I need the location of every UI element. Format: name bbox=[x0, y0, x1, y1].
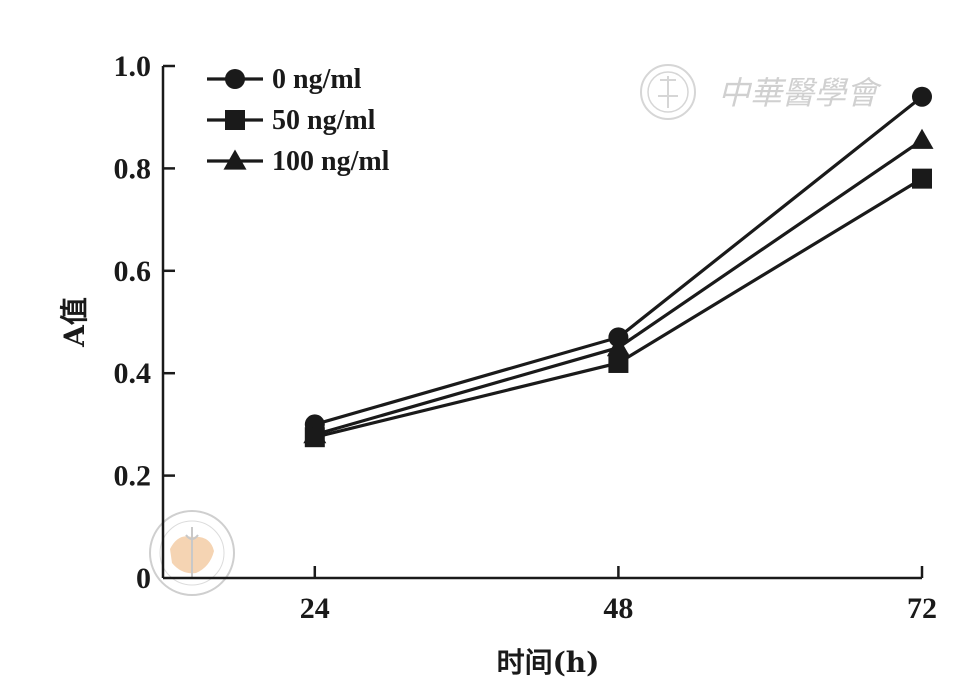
data-point bbox=[910, 128, 934, 149]
y-tick-label: 0.6 bbox=[114, 255, 152, 288]
watermark-top: 中華醫學會 bbox=[640, 64, 882, 120]
y-tick-label: 0.8 bbox=[114, 152, 152, 185]
legend-marker bbox=[223, 149, 247, 170]
x-tick-label: 72 bbox=[907, 592, 937, 625]
legend: 0 ng/ml 50 ng/ml 100 ng/ml bbox=[207, 64, 390, 177]
legend-label: 50 ng/ml bbox=[272, 105, 376, 136]
data-point bbox=[912, 86, 932, 107]
y-tick-label: 0.2 bbox=[114, 460, 152, 493]
legend-item: 50 ng/ml bbox=[207, 105, 376, 136]
legend-item: 0 ng/ml bbox=[207, 64, 362, 95]
x-ticks: 24 48 72 bbox=[300, 566, 937, 625]
y-tick-label: 0 bbox=[136, 562, 151, 595]
legend-marker bbox=[225, 110, 245, 130]
legend-marker bbox=[225, 69, 245, 89]
series-line bbox=[314, 95, 923, 426]
y-tick-label: 0.4 bbox=[114, 357, 152, 390]
y-ticks: 0 0.2 0.4 0.6 0.8 1.0 bbox=[114, 50, 175, 595]
series-square bbox=[304, 168, 932, 448]
y-axis-title: A值 bbox=[58, 297, 91, 348]
x-axis-title: 时间(h) bbox=[497, 646, 600, 679]
watermark-text: 中華醫學會 bbox=[718, 74, 882, 112]
x-tick-label: 48 bbox=[603, 592, 633, 625]
legend-label: 0 ng/ml bbox=[272, 64, 362, 95]
legend-label: 100 ng/ml bbox=[272, 146, 390, 177]
data-point bbox=[606, 336, 630, 357]
axes bbox=[161, 66, 922, 580]
series-triangle bbox=[303, 128, 934, 444]
data-point bbox=[912, 168, 932, 189]
series-line bbox=[314, 138, 923, 437]
data-point bbox=[608, 352, 629, 373]
watermark-logo-icon bbox=[149, 510, 235, 596]
series-group bbox=[303, 86, 934, 448]
x-tick-label: 24 bbox=[300, 592, 330, 625]
series-circle bbox=[304, 86, 932, 435]
legend-item: 100 ng/ml bbox=[207, 146, 390, 177]
y-tick-label: 1.0 bbox=[114, 50, 152, 83]
data-point bbox=[303, 423, 327, 444]
watermark-seal-icon bbox=[640, 64, 696, 120]
